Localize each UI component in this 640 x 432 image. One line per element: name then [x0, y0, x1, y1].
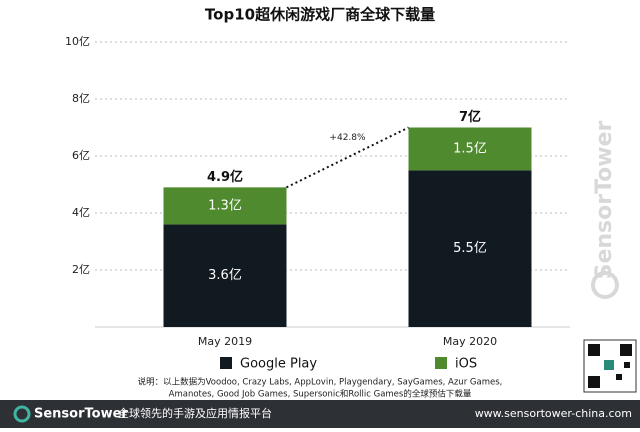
- footer-url: www.sensortower-china.com: [475, 407, 632, 420]
- y-tick-label: 8亿: [72, 92, 90, 105]
- y-tick-label: 10亿: [65, 35, 90, 48]
- bar-segment: [408, 170, 532, 327]
- growth-label: +42.8%: [329, 133, 366, 143]
- legend-swatch: [220, 357, 232, 369]
- y-tick-label: 2亿: [72, 263, 90, 276]
- chart-title: Top10超休闲游戏厂商全球下载量: [205, 6, 435, 24]
- footer-slogan: 全球领先的手游及应用情报平台: [118, 406, 272, 420]
- footer-brand: SensorTower: [34, 407, 128, 422]
- value-label: 1.3亿: [208, 198, 242, 213]
- legend-swatch: [435, 357, 447, 369]
- legend-label: iOS: [455, 357, 477, 372]
- value-label: 1.5亿: [453, 141, 487, 156]
- note: 说明：以上数据为Voodoo, Crazy Labs, AppLovin, Pl…: [138, 377, 503, 388]
- bar-segment: [408, 127, 532, 171]
- x-tick-label: May 2019: [198, 335, 252, 348]
- total-label: 7亿: [459, 109, 481, 125]
- x-tick-label: May 2020: [443, 335, 497, 348]
- bar-segment: [163, 187, 287, 225]
- y-tick-label: 4亿: [72, 206, 90, 219]
- qr-code: [583, 339, 637, 393]
- bar-segment: [163, 224, 287, 327]
- value-label: 3.6亿: [208, 268, 242, 283]
- total-label: 4.9亿: [207, 169, 243, 185]
- legend-label: Google Play: [240, 357, 317, 372]
- y-tick-label: 6亿: [72, 149, 90, 162]
- footer-logo: [13, 405, 31, 423]
- value-label: 5.5亿: [453, 241, 487, 256]
- footer-bar: [0, 400, 640, 428]
- watermark: SensorTower: [592, 120, 617, 279]
- watermark-logo: [591, 271, 619, 299]
- note: Amanotes, Good Job Games, Supersonic和Rol…: [169, 389, 472, 400]
